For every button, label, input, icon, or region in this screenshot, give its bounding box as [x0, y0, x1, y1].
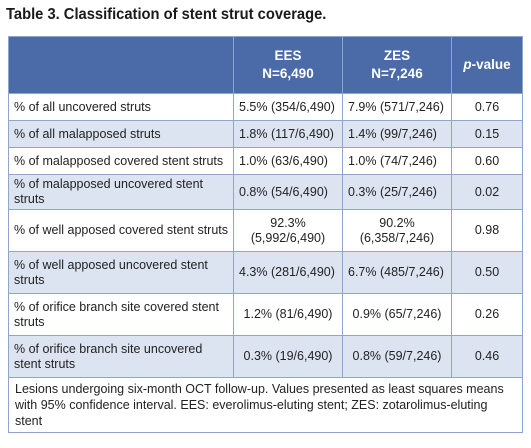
p-value: 0.02	[451, 174, 523, 210]
zes-value: 0.3% (25/7,246)	[342, 174, 452, 210]
row-label: % of malapposed covered stent struts	[8, 147, 234, 175]
coverage-table: EES N=6,490 ZES N=7,246 p-value % of all…	[8, 36, 523, 433]
header-zes: ZES N=7,246	[342, 36, 452, 94]
ees-value: 4.3% (281/6,490)	[233, 251, 343, 294]
zes-value: 90.2% (6,358/7,246)	[342, 209, 452, 252]
header-p-letter: p	[463, 57, 472, 72]
ees-value: 1.2% (81/6,490)	[233, 293, 343, 336]
row-label: % of well apposed covered stent struts	[8, 209, 234, 252]
zes-value: 7.9% (571/7,246)	[342, 93, 452, 121]
zes-value: 0.8% (59/7,246)	[342, 335, 452, 378]
row-label: % of malapposed uncovered stent struts	[8, 174, 234, 210]
header-row: EES N=6,490 ZES N=7,246 p-value	[8, 36, 523, 94]
row-label: % of orifice branch site covered stent s…	[8, 293, 234, 336]
footnote-row: Lesions undergoing six-month OCT follow-…	[8, 377, 523, 433]
zes-value: 1.0% (74/7,246)	[342, 147, 452, 175]
p-value: 0.98	[451, 209, 523, 252]
p-value: 0.46	[451, 335, 523, 378]
table-row: % of all malapposed struts 1.8% (117/6,4…	[8, 120, 523, 148]
ees-value: 0.8% (54/6,490)	[233, 174, 343, 210]
header-zes-n: N=7,246	[371, 66, 423, 81]
zes-value: 0.9% (65/7,246)	[342, 293, 452, 336]
header-p-value: p-value	[451, 36, 523, 94]
row-label: % of well apposed uncovered stent struts	[8, 251, 234, 294]
ees-value: 92.3% (5,992/6,490)	[233, 209, 343, 252]
ees-value: 5.5% (354/6,490)	[233, 93, 343, 121]
ees-value: 1.8% (117/6,490)	[233, 120, 343, 148]
header-ees-n: N=6,490	[262, 66, 314, 81]
p-value: 0.26	[451, 293, 523, 336]
table-row: % of well apposed uncovered stent struts…	[8, 251, 523, 294]
header-ees: EES N=6,490	[233, 36, 343, 94]
row-label: % of all malapposed struts	[8, 120, 234, 148]
header-p-suffix: -value	[471, 57, 511, 72]
table-row: % of orifice branch site uncovered stent…	[8, 335, 523, 378]
header-blank-cell	[8, 36, 234, 94]
header-ees-name: EES	[274, 48, 302, 63]
table-row: % of orifice branch site covered stent s…	[8, 293, 523, 336]
table-row: % of all uncovered struts 5.5% (354/6,49…	[8, 93, 523, 121]
zes-value: 6.7% (485/7,246)	[342, 251, 452, 294]
row-label: % of orifice branch site uncovered stent…	[8, 335, 234, 378]
p-value: 0.60	[451, 147, 523, 175]
row-label: % of all uncovered struts	[8, 93, 234, 121]
p-value: 0.50	[451, 251, 523, 294]
p-value: 0.15	[451, 120, 523, 148]
table-footnote: Lesions undergoing six-month OCT follow-…	[8, 377, 523, 433]
p-value: 0.76	[451, 93, 523, 121]
zes-value: 1.4% (99/7,246)	[342, 120, 452, 148]
table-row: % of malapposed covered stent struts 1.0…	[8, 147, 523, 175]
ees-value: 0.3% (19/6,490)	[233, 335, 343, 378]
header-zes-name: ZES	[383, 48, 411, 63]
table-row: % of well apposed covered stent struts 9…	[8, 209, 523, 252]
ees-value: 1.0% (63/6,490)	[233, 147, 343, 175]
table-title: Table 3. Classification of stent strut c…	[6, 6, 327, 23]
table-row: % of malapposed uncovered stent struts 0…	[8, 174, 523, 210]
